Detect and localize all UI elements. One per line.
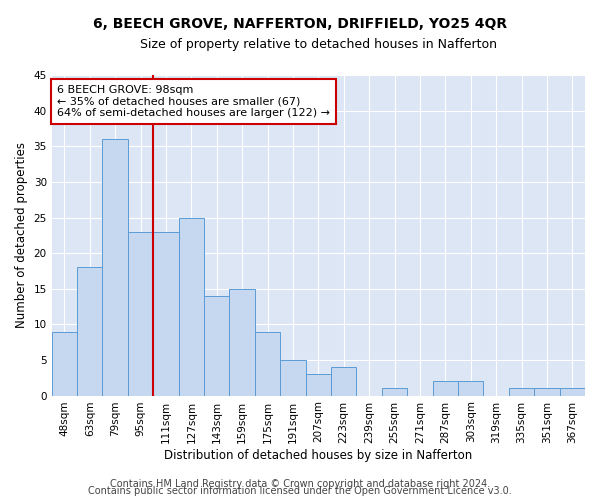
X-axis label: Distribution of detached houses by size in Nafferton: Distribution of detached houses by size …	[164, 450, 472, 462]
Bar	[204, 296, 229, 396]
Bar	[305, 374, 331, 396]
Bar	[382, 388, 407, 396]
Text: Contains public sector information licensed under the Open Government Licence v3: Contains public sector information licen…	[88, 486, 512, 496]
Bar	[433, 382, 458, 396]
Bar	[534, 388, 560, 396]
Text: 6, BEECH GROVE, NAFFERTON, DRIFFIELD, YO25 4QR: 6, BEECH GROVE, NAFFERTON, DRIFFIELD, YO…	[93, 18, 507, 32]
Bar	[52, 332, 77, 396]
Bar	[331, 367, 356, 396]
Y-axis label: Number of detached properties: Number of detached properties	[15, 142, 28, 328]
Title: Size of property relative to detached houses in Nafferton: Size of property relative to detached ho…	[140, 38, 497, 51]
Bar	[179, 218, 204, 396]
Bar	[255, 332, 280, 396]
Bar	[77, 268, 103, 396]
Bar	[103, 140, 128, 396]
Bar	[229, 289, 255, 396]
Bar	[458, 382, 484, 396]
Bar	[153, 232, 179, 396]
Bar	[128, 232, 153, 396]
Bar	[560, 388, 585, 396]
Bar	[509, 388, 534, 396]
Bar	[280, 360, 305, 396]
Text: Contains HM Land Registry data © Crown copyright and database right 2024.: Contains HM Land Registry data © Crown c…	[110, 479, 490, 489]
Text: 6 BEECH GROVE: 98sqm
← 35% of detached houses are smaller (67)
64% of semi-detac: 6 BEECH GROVE: 98sqm ← 35% of detached h…	[57, 85, 330, 118]
